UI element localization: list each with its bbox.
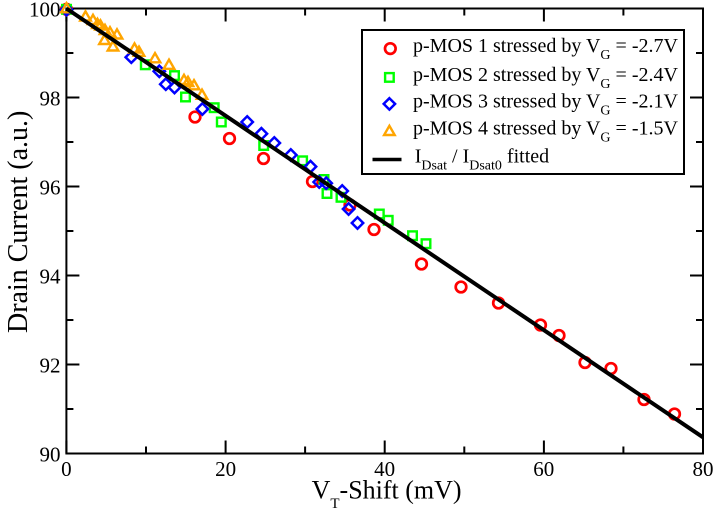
svg-text:100: 100: [29, 0, 61, 22]
svg-text:92: 92: [40, 354, 61, 378]
svg-text:96: 96: [40, 176, 61, 200]
svg-text:60: 60: [533, 457, 554, 481]
svg-text:80: 80: [693, 457, 713, 481]
svg-text:94: 94: [40, 265, 62, 289]
svg-text:20: 20: [215, 457, 236, 481]
svg-text:Drain Current (a.u.): Drain Current (a.u.): [3, 111, 34, 333]
svg-text:90: 90: [40, 443, 61, 467]
svg-text:98: 98: [40, 87, 61, 111]
svg-text:0: 0: [61, 457, 72, 481]
